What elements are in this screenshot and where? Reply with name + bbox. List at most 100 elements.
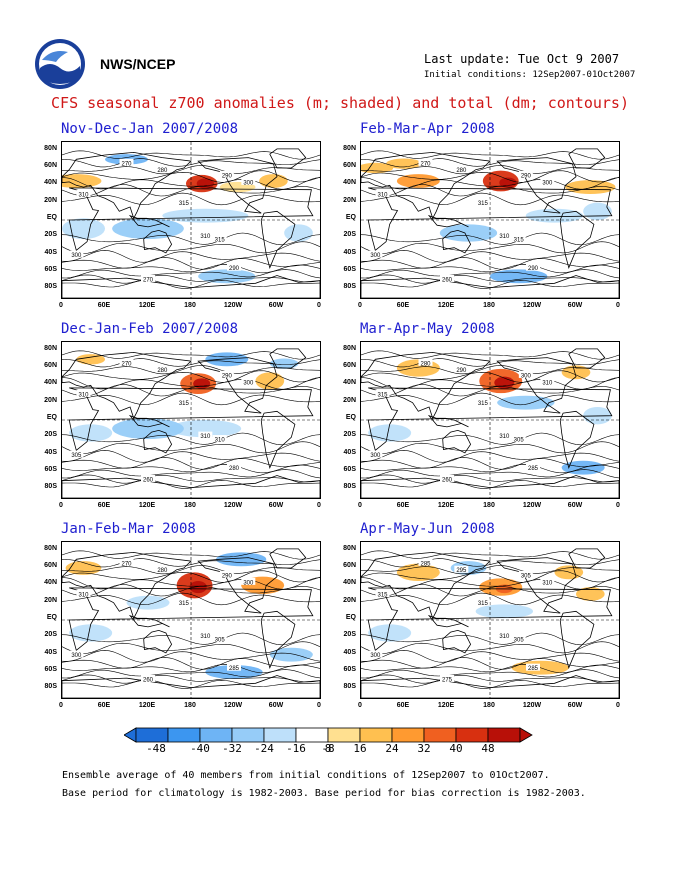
contour-label-bg: [368, 650, 383, 658]
anomaly-region: [396, 174, 440, 188]
lat-label: 60N: [44, 562, 57, 569]
contour-line: [361, 664, 619, 674]
panel-title: Apr-May-Jun 2008: [360, 521, 495, 537]
colorbar-label: -16: [286, 742, 306, 755]
last-update: Last update: Tue Oct 9 2007: [424, 52, 620, 66]
contour-label: 300: [71, 653, 82, 659]
panel-title: Jan-Feb-Mar 2008: [61, 521, 196, 537]
contour-label-bg: [176, 198, 191, 206]
lat-label: 20S: [343, 231, 356, 239]
contour-label: 270: [121, 161, 132, 167]
contour-label: 285: [420, 561, 431, 567]
coastline: [496, 557, 577, 614]
lon-label: 120W: [223, 702, 243, 709]
contour-label-bg: [227, 463, 241, 471]
contour-label: 270: [121, 361, 132, 367]
lat-label: 60N: [343, 362, 356, 369]
lon-label: 0: [317, 502, 321, 509]
anomaly-region: [576, 587, 605, 601]
contour-line: [361, 632, 619, 646]
lon-label: 180: [483, 702, 495, 709]
contour-label: 300: [370, 653, 381, 659]
colorbar-segment: [199, 727, 233, 743]
lat-label: EQ: [46, 414, 57, 421]
contour-label-bg: [69, 450, 84, 458]
contour-line: [361, 577, 619, 590]
lat-label: 40N: [343, 579, 356, 587]
lon-label: 60W: [567, 502, 583, 509]
contour-line: [361, 464, 619, 474]
contour-label-bg: [418, 158, 433, 166]
contour-label: 300: [521, 373, 532, 379]
contour-label-bg: [176, 598, 191, 606]
anomaly-map: 270 280 290 300 310 315 310 315 300 290 270: [61, 141, 321, 299]
lat-label: 80S: [343, 483, 356, 491]
contour-label: 270: [420, 161, 431, 167]
coastline: [361, 551, 491, 620]
contour-label: 300: [243, 580, 254, 586]
contour-line: [62, 377, 320, 390]
anomaly-region: [368, 424, 412, 442]
contour-line: [62, 664, 320, 674]
contour-label: 310: [200, 234, 211, 240]
anomaly-region: [69, 424, 113, 442]
lon-label: 0: [317, 302, 321, 309]
lat-label: 40N: [44, 379, 57, 387]
contour-line: [361, 177, 619, 190]
contour-label: 310: [542, 380, 553, 386]
contour-label-bg: [518, 570, 533, 578]
lat-label: 80N: [44, 144, 57, 152]
contour-label-bg: [155, 365, 170, 373]
contour-label-bg: [497, 231, 512, 239]
org-name: NWS/NCEP: [100, 56, 176, 72]
lon-label: 0: [616, 502, 620, 509]
contour-label: 315: [377, 593, 388, 599]
lat-label: 60S: [44, 666, 57, 673]
contour-label-bg: [227, 663, 241, 671]
contour-label: 280: [157, 168, 168, 174]
contour-label: 315: [377, 393, 388, 399]
contour-label: 310: [499, 234, 510, 240]
anomaly-map: 280 290 300 310 315 315 310 305 300 285 260: [360, 341, 620, 499]
colorbar-arrow-right: [519, 727, 533, 743]
contour-label-bg: [219, 370, 234, 378]
coastline: [568, 348, 606, 369]
contour-label: 290: [222, 573, 233, 579]
anomaly-region: [198, 269, 256, 284]
coastline: [559, 210, 595, 269]
lat-label: 80N: [343, 544, 356, 552]
initial-conditions: Initial conditions: 12Sep2007-01Oct2007: [424, 70, 636, 80]
lon-label: 60E: [396, 702, 410, 709]
lon-label: 60E: [396, 502, 410, 509]
contour-label-bg: [418, 358, 433, 366]
contour-label-bg: [475, 198, 490, 206]
contour-label: 270: [121, 561, 132, 567]
contour-label-bg: [368, 450, 383, 458]
coastline: [361, 675, 619, 698]
lon-label: 120E: [437, 302, 455, 309]
coastline: [568, 548, 606, 569]
anomaly-region: [396, 359, 440, 377]
contour-label: 290: [521, 173, 532, 179]
lat-label: 20N: [343, 196, 356, 204]
contour-label: 310: [377, 193, 388, 199]
contour-line: [62, 232, 320, 246]
contour-label: 260: [442, 277, 453, 283]
lat-label: EQ: [345, 614, 356, 621]
contour-label: 315: [179, 201, 190, 207]
lon-label: 120E: [138, 302, 156, 309]
contour-label: 310: [200, 634, 211, 640]
lat-label: 40N: [44, 179, 57, 187]
contour-label: 290: [528, 266, 539, 272]
contour-label: 270: [143, 277, 154, 283]
contour-label: 310: [215, 438, 226, 444]
coastline: [442, 629, 472, 654]
lon-label: 120E: [437, 502, 455, 509]
contour-label: 280: [456, 168, 467, 174]
lat-label: 40S: [343, 448, 356, 456]
lon-label: 0: [358, 502, 362, 509]
contour-label-bg: [540, 377, 555, 385]
map-canvas: 270 280 290 300 310 315 310 315 300 290 260: [361, 142, 619, 298]
anomaly-region: [561, 365, 591, 380]
coastline: [559, 410, 595, 469]
